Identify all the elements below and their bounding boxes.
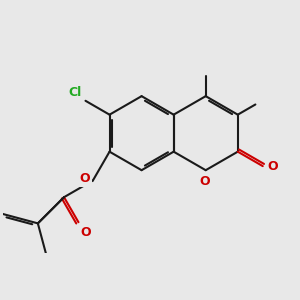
Text: Cl: Cl	[69, 86, 82, 99]
Text: O: O	[200, 175, 210, 188]
Text: O: O	[268, 160, 278, 172]
Text: O: O	[81, 226, 91, 238]
Text: O: O	[79, 172, 89, 185]
